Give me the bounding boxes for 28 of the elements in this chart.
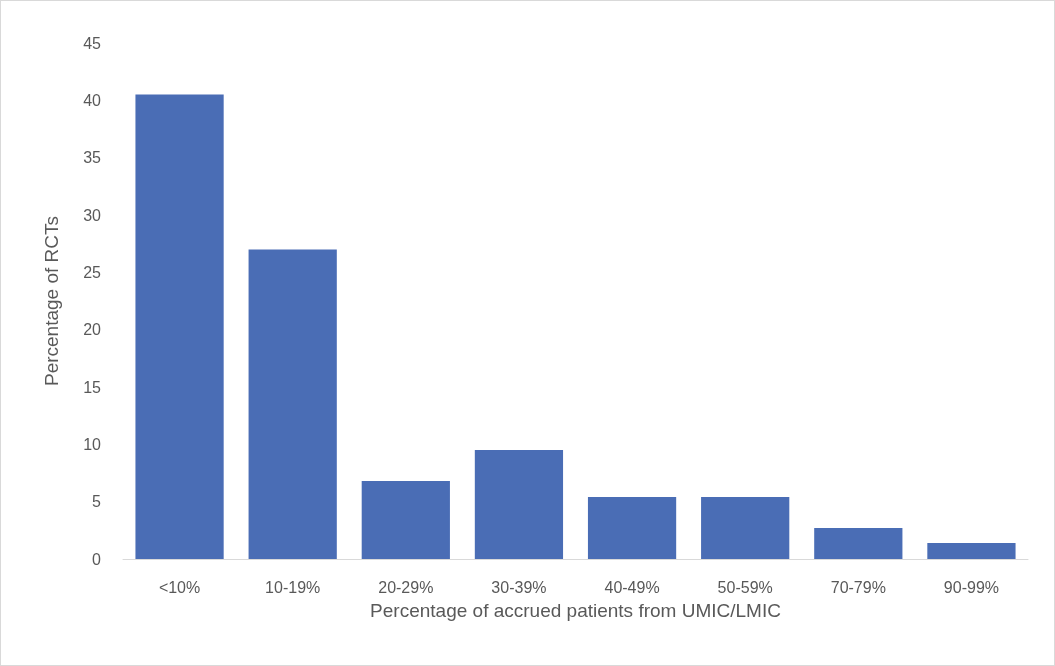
- x-tick-label: 30-39%: [491, 578, 547, 596]
- bar: [135, 94, 224, 559]
- bar: [474, 450, 564, 559]
- x-tick-label: 50-59%: [717, 578, 773, 596]
- x-tick-label: 10-19%: [265, 578, 321, 596]
- y-tick-label: 15: [83, 378, 102, 396]
- bar: [587, 497, 677, 559]
- bar: [248, 249, 337, 559]
- bar: [361, 481, 450, 559]
- y-tick-label: 20: [83, 321, 102, 339]
- y-tick-label: 35: [83, 149, 102, 167]
- y-tick-label: 30: [83, 206, 102, 224]
- y-axis-title: Percentage of RCTs: [41, 215, 62, 387]
- bar: [701, 497, 790, 559]
- x-tick-label: 70-79%: [830, 578, 886, 596]
- y-tick-label: 10: [83, 435, 102, 453]
- x-tick-label: 20-29%: [378, 578, 434, 596]
- y-tick-label: 5: [92, 493, 102, 511]
- y-tick-label: 40: [83, 91, 102, 109]
- y-tick-label: 0: [92, 550, 102, 568]
- x-tick-label: <10%: [158, 578, 201, 596]
- x-axis-title: Percentage of accrued patients from UMIC/LMIC: [370, 600, 781, 621]
- bar: [927, 542, 1016, 559]
- y-tick-label: 25: [83, 263, 102, 281]
- x-tick-label: 40-49%: [604, 578, 660, 596]
- bar: [814, 528, 903, 559]
- x-tick-label: 90-99%: [943, 578, 1000, 596]
- y-tick-label: 45: [83, 34, 102, 52]
